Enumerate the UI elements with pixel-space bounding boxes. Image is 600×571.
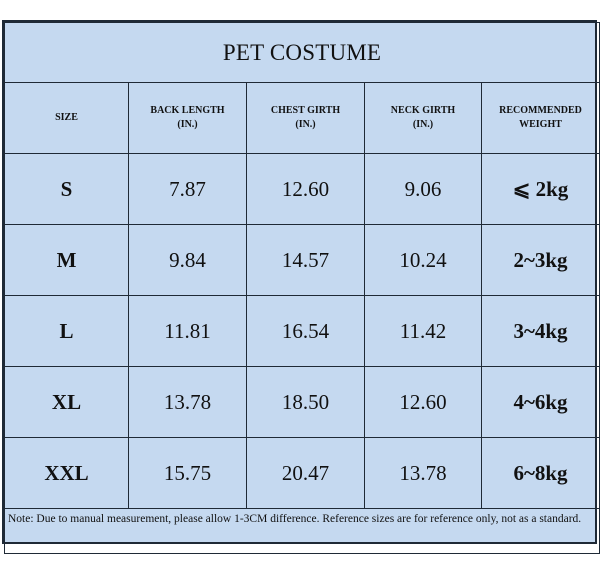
- chest-girth-cell: 18.50: [246, 366, 365, 438]
- neck-girth-cell: 13.78: [364, 437, 482, 509]
- weight-cell: 4~6kg: [480, 366, 600, 438]
- header-chest-girth: CHEST GIRTH (IN.): [246, 82, 365, 154]
- header-row: SIZE BACK LENGTH (IN.) CHEST GIRTH (IN.) N…: [4, 82, 600, 154]
- neck-girth-cell: 10.24: [364, 224, 482, 296]
- size-cell: L: [4, 295, 129, 367]
- back-length-cell: 13.78: [128, 366, 247, 438]
- size-cell: S: [4, 153, 129, 225]
- title-row: PET COSTUME: [3, 22, 600, 83]
- header-size: SIZE: [4, 82, 129, 154]
- back-length-cell: 15.75: [128, 437, 247, 509]
- neck-girth-cell: 12.60: [364, 366, 482, 438]
- weight-cell: 3~4kg: [480, 295, 600, 367]
- header-neck-girth: NECK GIRTH (IN.): [364, 82, 482, 154]
- size-table: PET COSTUME SIZE BACK LENGTH (IN.) CHEST …: [3, 22, 600, 554]
- table-row: XL 13.78 18.50 12.60 4~6kg: [4, 366, 600, 438]
- table-row: S 7.87 12.60 9.06 ⩽ 2kg: [4, 153, 600, 225]
- size-cell: M: [4, 224, 129, 296]
- chest-girth-cell: 16.54: [246, 295, 365, 367]
- note-row: Note: Due to manual measurement, please …: [3, 508, 600, 554]
- table-title: PET COSTUME: [3, 22, 600, 83]
- chest-girth-cell: 20.47: [246, 437, 365, 509]
- neck-girth-cell: 11.42: [364, 295, 482, 367]
- header-recommended-weight: RECOMMENDED WEIGHT: [480, 82, 600, 154]
- table-row: M 9.84 14.57 10.24 2~3kg: [4, 224, 600, 296]
- weight-cell: ⩽ 2kg: [480, 153, 600, 225]
- back-length-cell: 11.81: [128, 295, 247, 367]
- header-back-length: BACK LENGTH (IN.): [128, 82, 247, 154]
- measurement-note: Note: Due to manual measurement, please …: [3, 508, 600, 554]
- size-cell: XXL: [4, 437, 129, 509]
- size-cell: XL: [4, 366, 129, 438]
- weight-cell: 6~8kg: [480, 437, 600, 509]
- back-length-cell: 9.84: [128, 224, 247, 296]
- weight-cell: 2~3kg: [480, 224, 600, 296]
- neck-girth-cell: 9.06: [364, 153, 482, 225]
- chest-girth-cell: 14.57: [246, 224, 365, 296]
- chest-girth-cell: 12.60: [246, 153, 365, 225]
- size-chart: PET COSTUME SIZE BACK LENGTH (IN.) CHEST …: [2, 20, 600, 554]
- back-length-cell: 7.87: [128, 153, 247, 225]
- table-row: L 11.81 16.54 11.42 3~4kg: [4, 295, 600, 367]
- table-row: XXL 15.75 20.47 13.78 6~8kg: [4, 437, 600, 509]
